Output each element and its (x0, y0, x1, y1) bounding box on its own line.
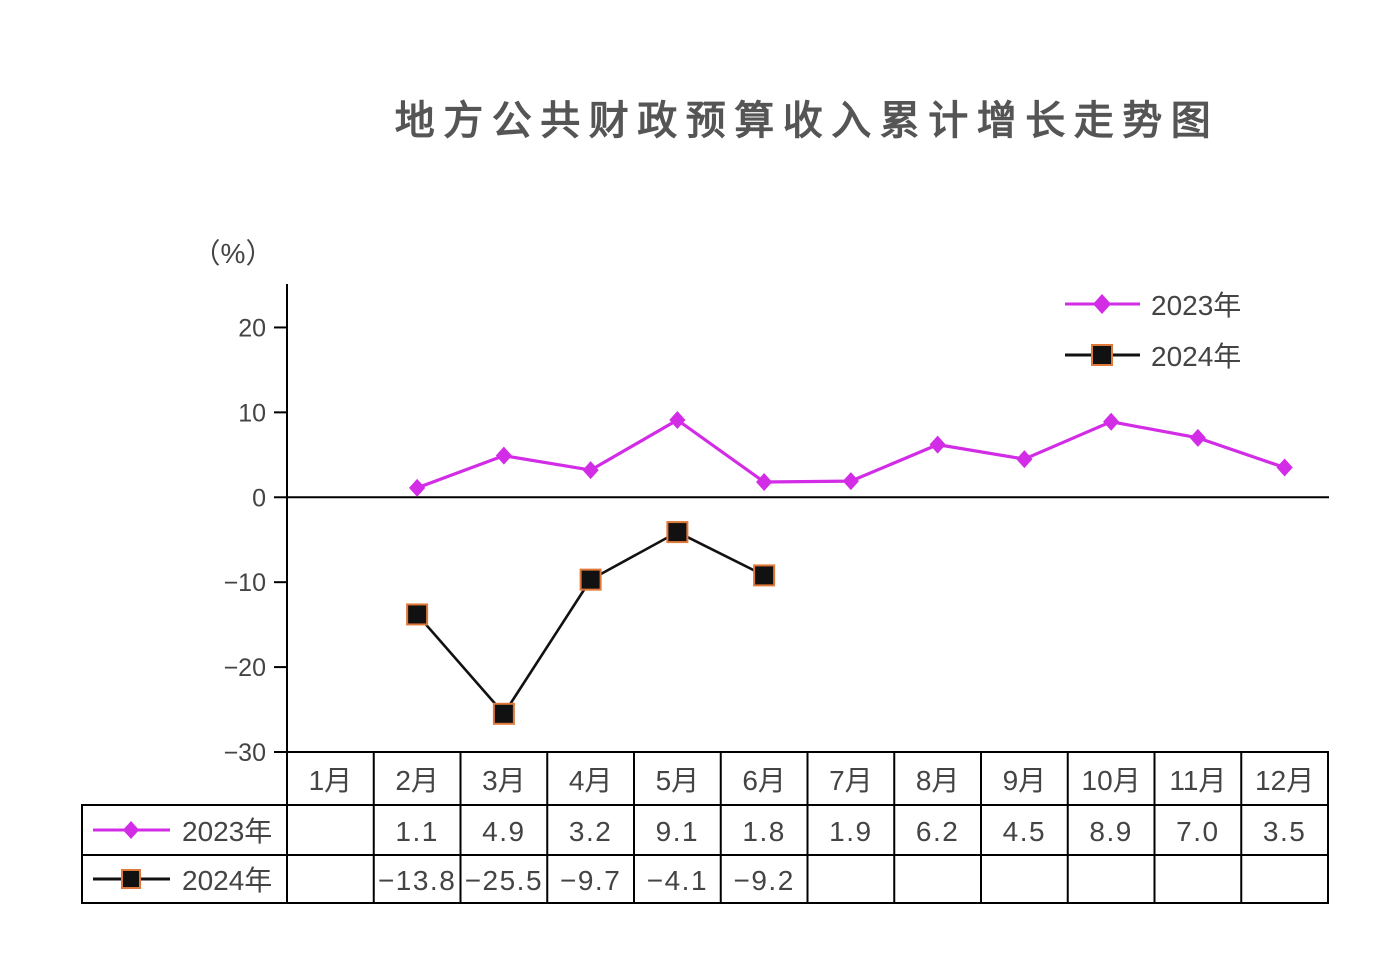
table-row-label: 2023年 (182, 816, 272, 847)
y-tick-label: −10 (224, 569, 266, 597)
data-point (406, 603, 429, 626)
data-table: 1月 2月 3月 4月 5月 6月 7月 8月 9月 10月 11月 12月 2023年 1.1 4.9 3.… (81, 751, 1329, 904)
axes: 20 10 0 −10 −20 −30 (224, 284, 1329, 904)
table-row-legend-marker (121, 869, 141, 889)
legend-label: 2024年 (1151, 341, 1241, 372)
series-markers (406, 411, 1293, 725)
table-cell: 6.2 (916, 816, 959, 847)
legend-label: 2023年 (1151, 290, 1241, 321)
data-point (409, 478, 426, 497)
table-cell: −9.7 (560, 865, 621, 896)
series-line (416, 530, 765, 716)
table-cell: 9.1 (656, 816, 699, 847)
table-cell: 3.2 (569, 816, 612, 847)
x-tick-label: 12月 (1255, 765, 1314, 796)
table-row-legend-marker (122, 821, 140, 839)
data-point (579, 568, 602, 591)
x-tick-label: 1月 (309, 765, 353, 796)
table-cell: −25.5 (465, 865, 543, 896)
y-tick-label: −20 (224, 654, 266, 682)
data-point (582, 461, 599, 480)
data-point (929, 435, 946, 454)
x-tick-label: 7月 (829, 765, 873, 796)
x-tick-label: 6月 (742, 765, 786, 796)
legend-marker (1091, 344, 1113, 366)
table-row: 2023年 1.1 4.9 3.2 9.1 1.8 1.9 6.2 4.5 8.9 7.0 3.5 (93, 816, 1306, 847)
y-axis-unit-label: （%） (193, 238, 274, 269)
table-cell: 1.9 (829, 816, 872, 847)
data-point (1189, 428, 1206, 447)
y-tick-label: −30 (224, 739, 266, 767)
table-cell: 4.9 (482, 816, 525, 847)
table-row: 2024年 −13.8 −25.5 −9.7 −4.1 −9.2 (93, 865, 794, 896)
chart-title: 地方公共财政预算收入累计增长走势图 (395, 99, 1220, 143)
data-point (669, 411, 686, 430)
x-tick-label: 3月 (482, 765, 526, 796)
legend-entry: 2024年 (1065, 341, 1241, 372)
x-tick-label: 5月 (656, 765, 700, 796)
x-tick-label: 2月 (395, 765, 439, 796)
x-tick-label: 4月 (569, 765, 613, 796)
table-cell: 7.0 (1176, 816, 1219, 847)
table-cell: −4.1 (647, 865, 708, 896)
series-lines (416, 418, 1286, 716)
data-point (756, 472, 773, 491)
y-tick-label: 10 (238, 399, 266, 427)
table-row-label: 2024年 (182, 865, 272, 896)
x-tick-label: 10月 (1082, 765, 1141, 796)
table-cell: 1.1 (395, 816, 438, 847)
y-tick-label: 0 (252, 484, 266, 512)
data-point (492, 702, 515, 725)
data-point (842, 472, 859, 491)
data-point (1016, 450, 1033, 469)
data-point (1103, 412, 1120, 431)
data-point (495, 446, 512, 465)
table-cell: 3.5 (1263, 816, 1306, 847)
table-cell: 8.9 (1089, 816, 1132, 847)
x-tick-label: 9月 (1003, 765, 1047, 796)
data-point (666, 521, 689, 544)
legend-marker (1093, 294, 1111, 314)
table-cell: 1.8 (742, 816, 785, 847)
legend-entry: 2023年 (1065, 290, 1241, 321)
x-tick-label: 11月 (1169, 765, 1226, 796)
table-cell: −13.8 (378, 865, 456, 896)
legend: 2023年 2024年 (1065, 290, 1241, 372)
table-cell: 4.5 (1003, 816, 1046, 847)
y-tick-label: 20 (238, 314, 266, 342)
x-tick-label: 8月 (916, 765, 960, 796)
data-point (753, 564, 776, 587)
table-cell: −9.2 (733, 865, 794, 896)
data-point (1276, 458, 1293, 477)
